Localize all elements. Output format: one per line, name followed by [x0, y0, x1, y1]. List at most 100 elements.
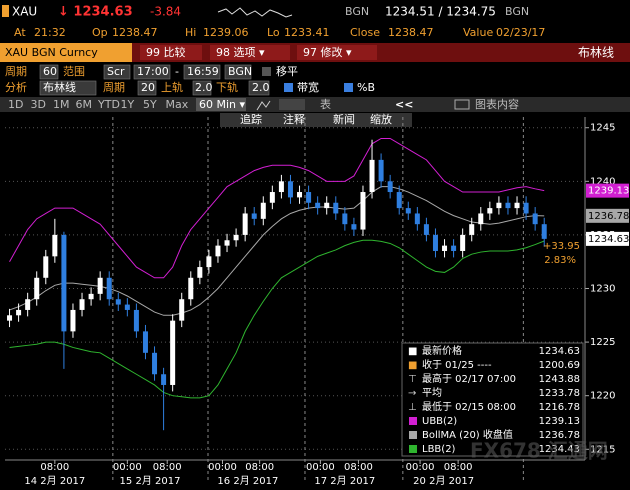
candle-body — [79, 299, 85, 310]
candle-body — [478, 213, 484, 225]
price-change: -3.84 — [150, 5, 181, 19]
tool-bar — [220, 113, 412, 127]
study-input[interactable]: 布林线 — [43, 80, 76, 94]
checkbox[interactable] — [284, 83, 293, 92]
candle-body — [505, 202, 511, 209]
menu-button[interactable] — [210, 45, 290, 60]
input-box[interactable] — [103, 64, 131, 80]
period-input[interactable]: 60 — [43, 65, 57, 78]
candle-body — [396, 192, 402, 209]
legend-swatch — [409, 417, 417, 425]
candle-body — [124, 304, 130, 310]
range-button[interactable]: 1Y — [121, 98, 135, 111]
tool-news[interactable]: 新闻 — [333, 112, 355, 126]
range-button[interactable]: 1D — [8, 98, 23, 111]
chart-type-icon[interactable] — [256, 100, 271, 111]
legend-label: 最新价格 — [422, 344, 462, 357]
legend-icon: → — [408, 388, 416, 399]
chart-contents[interactable]: 图表内容 — [475, 97, 519, 111]
candle-body — [360, 192, 366, 230]
range-button[interactable]: 5Y — [143, 98, 157, 111]
candle-body — [324, 202, 330, 209]
date-label: 15 2月 2017 — [120, 475, 181, 487]
candle-body — [496, 202, 502, 209]
candle-body — [188, 277, 194, 300]
legend-value: 1243.88 — [539, 374, 580, 385]
zone-input[interactable]: BGN — [228, 65, 252, 78]
x-tick-label: 08:00 — [344, 462, 373, 473]
range-button[interactable]: 6M — [76, 98, 93, 111]
candle-body — [469, 224, 475, 235]
tool-zoom[interactable]: 缩放 — [370, 112, 392, 126]
legend-swatch — [409, 445, 417, 453]
quote-label: Value — [463, 26, 493, 39]
bid-ask: 1234.51 / 1234.75 — [385, 5, 496, 19]
candle-body — [306, 192, 312, 203]
input-box[interactable] — [39, 80, 97, 96]
candle-body — [333, 202, 339, 214]
quote-row: At 21:32 Op 1238.47 Hi 1239.06 Lo 1233.4… — [14, 26, 545, 39]
range-button[interactable]: Max — [166, 98, 189, 111]
band-line — [9, 239, 545, 399]
menu-options[interactable]: 98 选项 ▾ — [216, 46, 265, 59]
candle-body — [25, 299, 31, 310]
ask-source: BGN — [505, 5, 529, 18]
input-box[interactable] — [137, 80, 157, 96]
lower-input[interactable]: 2.0 — [252, 81, 270, 94]
upper-input[interactable]: 2.0 — [195, 81, 213, 94]
interval-button[interactable] — [196, 98, 246, 111]
legend-label: 最低于 02/15 08:00 — [422, 400, 516, 413]
range-button[interactable]: 3D — [31, 98, 46, 111]
legend-icon: ■ — [408, 346, 417, 357]
y-tick-label: 1225 — [590, 337, 615, 348]
tool-track[interactable]: 追踪 — [240, 112, 262, 126]
x-tick-label: 00:00 — [113, 462, 142, 473]
candle-body — [287, 181, 293, 198]
candle-body — [233, 234, 239, 241]
separator: - — [175, 65, 179, 78]
y-tick-label: 1245 — [590, 123, 615, 134]
period-input[interactable]: 20 — [141, 81, 155, 94]
menu-button[interactable] — [297, 45, 377, 60]
quote-value: 02/23/17 — [496, 26, 545, 39]
quote-label: Close — [350, 26, 380, 39]
candle-body — [315, 202, 321, 209]
legend-value: 1234.63 — [539, 346, 580, 357]
menu-compare[interactable]: 99 比较 — [146, 45, 186, 59]
settings-icon[interactable] — [279, 99, 305, 110]
bid-source: BGN — [345, 5, 369, 18]
range-button[interactable]: 1M — [53, 98, 70, 111]
interval[interactable]: 60 Min ▾ — [199, 98, 246, 111]
table-button[interactable]: 表 — [320, 97, 331, 111]
candle-body — [215, 245, 221, 257]
candle-body — [523, 202, 529, 214]
legend-value: 1236.78 — [539, 430, 580, 441]
range-input[interactable]: Scr — [107, 65, 125, 78]
checkbox[interactable] — [344, 83, 353, 92]
range-button[interactable]: YTD — [97, 98, 120, 111]
menu-button[interactable] — [140, 45, 202, 60]
collapse-button[interactable]: << — [395, 98, 413, 111]
to-input[interactable]: 16:59 — [187, 65, 219, 78]
input-box[interactable] — [192, 80, 212, 96]
x-tick-label: 00:00 — [406, 462, 435, 473]
input-box[interactable] — [39, 64, 59, 80]
from-input[interactable]: 17:00 — [137, 65, 169, 78]
ubb-tag: 1239.13 — [588, 186, 629, 197]
tool-annotate[interactable]: 注释 — [283, 112, 305, 126]
candle-body — [224, 240, 230, 246]
input-box[interactable] — [224, 64, 252, 80]
legend-value: 1239.13 — [539, 416, 580, 427]
candle-body — [378, 159, 384, 182]
candle-body — [342, 213, 348, 225]
band-line — [9, 137, 545, 279]
input-box[interactable] — [248, 80, 270, 96]
menu-edit[interactable]: 97 修改 ▾ — [303, 45, 352, 59]
x-tick-label: 08:00 — [444, 462, 473, 473]
checkbox[interactable] — [262, 67, 271, 76]
input-box[interactable] — [133, 64, 171, 80]
input-box[interactable] — [183, 64, 221, 80]
shift-label: 移平 — [276, 65, 298, 78]
date-label: 17 2月 2017 — [314, 475, 375, 487]
